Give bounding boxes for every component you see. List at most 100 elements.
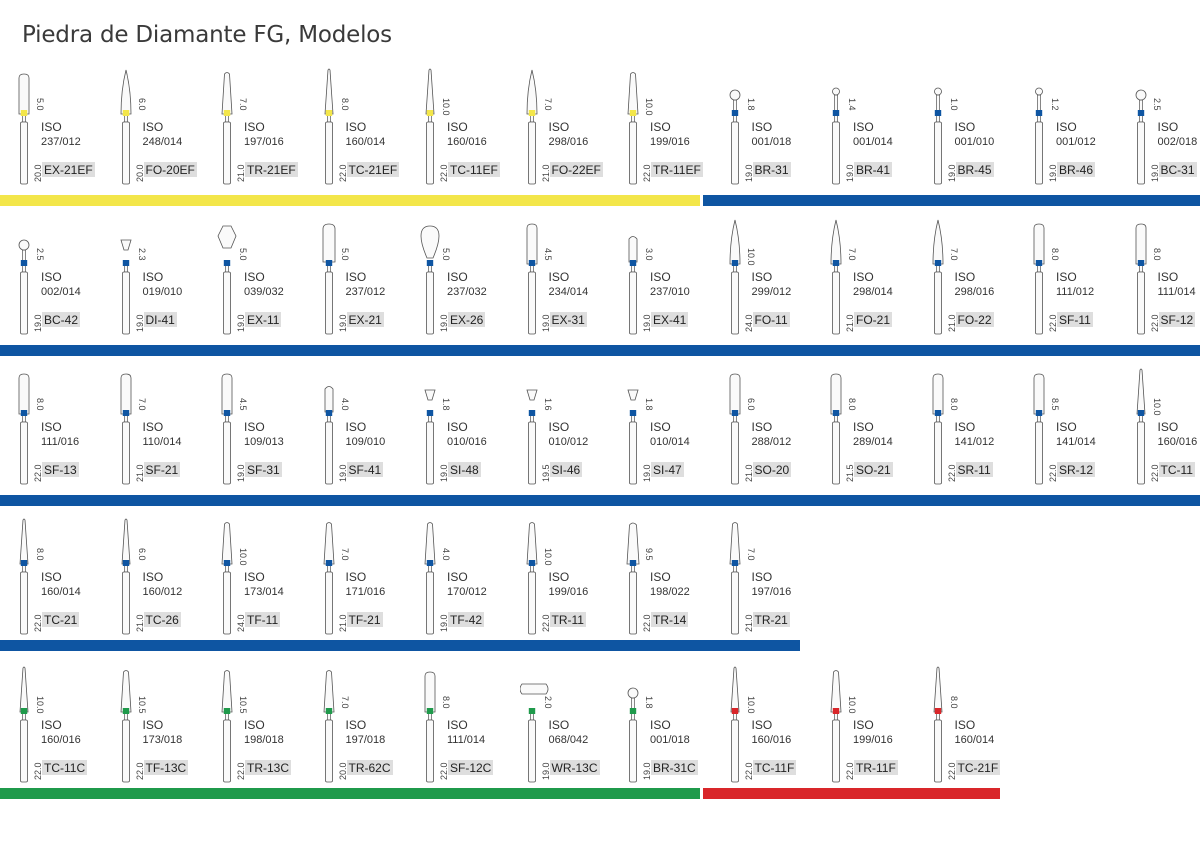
iso-number: 160/014 bbox=[954, 734, 995, 746]
head-length-label: 7.0 bbox=[542, 98, 553, 111]
iso-number: 039/032 bbox=[244, 286, 284, 298]
bur-item: 10.5 22.0 ISO 198/018 TR-13C bbox=[205, 660, 295, 790]
model-code: FO-21 bbox=[854, 312, 893, 327]
bur-item: 2.0 19.0 ISO 068/042 WR-13C bbox=[510, 660, 600, 790]
iso-label: ISO bbox=[447, 120, 468, 134]
bur-item: 1.4 19.0 ISO 001/014 BR-41 bbox=[814, 62, 904, 192]
iso-number: 199/016 bbox=[548, 586, 589, 598]
bur-item: 1.8 19.0 ISO 001/018 BR-31C bbox=[611, 660, 701, 790]
bur-drawing bbox=[830, 219, 842, 335]
bur-item: 6.0 21.0 ISO 160/012 TC-26 bbox=[104, 512, 194, 642]
model-code: TC-11F bbox=[752, 760, 797, 775]
bur-drawing bbox=[425, 68, 435, 185]
iso-label: ISO bbox=[244, 718, 265, 732]
bur-drawing bbox=[627, 687, 639, 783]
bur-item: 10.0 22.0 ISO 199/016 TR-11 bbox=[510, 512, 600, 642]
iso-label: ISO bbox=[244, 420, 265, 434]
bur-item: 4.0 19.0 ISO 170/012 TF-42 bbox=[408, 512, 498, 642]
iso-label: ISO bbox=[1157, 120, 1179, 134]
iso-label: ISO bbox=[41, 570, 62, 584]
bur-drawing bbox=[932, 219, 943, 335]
model-code: SF-21 bbox=[143, 462, 181, 477]
bur-drawing bbox=[217, 225, 237, 335]
iso-label: ISO bbox=[954, 120, 976, 134]
model-code: EX-31 bbox=[549, 312, 587, 327]
bur-item: 10.0 24.0 ISO 173/014 TF-11 bbox=[205, 512, 295, 642]
bur-drawing bbox=[526, 522, 537, 635]
iso-number: 111/016 bbox=[41, 436, 80, 448]
model-code: TC-26 bbox=[143, 612, 181, 627]
head-length-label: 7.0 bbox=[745, 548, 756, 561]
bur-drawing bbox=[424, 522, 436, 635]
head-length-label: 2.5 bbox=[1151, 98, 1162, 111]
iso-label: ISO bbox=[1056, 420, 1077, 434]
bur-drawing bbox=[119, 239, 132, 335]
iso-label: ISO bbox=[548, 270, 570, 284]
bur-drawing bbox=[1035, 87, 1043, 185]
bur-item: 7.0 21.0 ISO 298/014 FO-21 bbox=[814, 212, 904, 342]
bur-drawing bbox=[324, 386, 333, 485]
iso-label: ISO bbox=[751, 270, 773, 284]
iso-number: 289/014 bbox=[853, 436, 893, 448]
iso-number: 141/014 bbox=[1056, 436, 1096, 448]
model-code: TR-14 bbox=[651, 612, 689, 627]
bur-item: 8.0 22.0 ISO 160/014 TC-21EF bbox=[307, 62, 400, 192]
model-code: TR-62C bbox=[346, 760, 393, 775]
blue-category-bar bbox=[0, 345, 1200, 356]
iso-number: 002/014 bbox=[41, 286, 81, 298]
bur-drawing bbox=[933, 87, 942, 185]
iso-number: 010/014 bbox=[650, 436, 690, 448]
bur-item: 10.0 22.0 ISO 160/016 TC-11C bbox=[2, 660, 92, 790]
bur-item: 8.0 22.0 ISO 111/014 SF-12C bbox=[408, 660, 498, 790]
bur-drawing bbox=[120, 69, 131, 185]
iso-number: 001/018 bbox=[650, 734, 690, 746]
iso-number: 198/022 bbox=[650, 586, 690, 598]
model-code: SI-46 bbox=[549, 462, 583, 477]
head-length-label: 8.0 bbox=[339, 98, 350, 111]
bur-drawing bbox=[323, 670, 334, 783]
bur-item: 2.3 19.0 ISO 019/010 DI-41 bbox=[104, 212, 194, 342]
iso-number: 010/016 bbox=[447, 436, 487, 448]
bur-item: 7.0 21.0 ISO 197/016 TR-21 bbox=[713, 512, 803, 642]
model-code: SF-13 bbox=[42, 462, 79, 477]
head-length-label: 1.8 bbox=[441, 398, 451, 411]
head-length-label: 8.0 bbox=[1050, 248, 1060, 261]
iso-number: 109/013 bbox=[244, 436, 284, 448]
iso-number: 010/012 bbox=[548, 436, 589, 448]
head-length-label: 7.0 bbox=[339, 548, 350, 561]
bur-drawing bbox=[932, 373, 943, 485]
model-code: FO-20EF bbox=[143, 162, 197, 177]
bur-drawing bbox=[121, 518, 130, 635]
model-code: TC-21EF bbox=[346, 162, 400, 177]
head-length-label: 6.0 bbox=[745, 398, 756, 411]
head-length-label: 8.0 bbox=[1151, 248, 1162, 261]
iso-number: 170/012 bbox=[447, 586, 487, 598]
bur-item: 1.2 19.0 ISO 001/012 BR-46 bbox=[1017, 62, 1107, 192]
bur-drawing bbox=[18, 73, 30, 185]
model-code: SF-31 bbox=[245, 462, 282, 477]
model-code: FO-22 bbox=[955, 312, 994, 327]
iso-label: ISO bbox=[751, 570, 773, 584]
bur-item: 8.0 22.0 ISO 141/012 SR-11 bbox=[916, 362, 1006, 492]
head-length-label: 8.0 bbox=[35, 548, 45, 561]
head-length-label: 3.0 bbox=[644, 248, 654, 261]
iso-label: ISO bbox=[548, 718, 570, 732]
iso-label: ISO bbox=[244, 570, 265, 584]
bur-item: 10.0 22.0 ISO 160/016 TC-11EF bbox=[408, 62, 500, 192]
iso-number: 199/016 bbox=[853, 734, 893, 746]
iso-label: ISO bbox=[142, 270, 164, 284]
head-length-label: 6.0 bbox=[136, 98, 147, 111]
model-code: BR-31 bbox=[752, 162, 791, 177]
model-code: TC-11C bbox=[42, 760, 88, 775]
model-code: TF-21 bbox=[346, 612, 383, 627]
iso-number: 111/012 bbox=[1056, 286, 1095, 298]
bur-item: 10.0 22.0 ISO 160/016 TC-11 bbox=[1119, 362, 1200, 492]
head-length-label: 2.3 bbox=[136, 248, 147, 261]
bur-drawing bbox=[1135, 89, 1146, 185]
head-length-label: 5.0 bbox=[238, 248, 248, 261]
bur-drawing bbox=[18, 239, 30, 335]
iso-number: 141/012 bbox=[954, 436, 995, 448]
yellow-category-bar bbox=[0, 195, 700, 206]
iso-label: ISO bbox=[41, 420, 62, 434]
head-length-label: 7.0 bbox=[948, 248, 959, 261]
